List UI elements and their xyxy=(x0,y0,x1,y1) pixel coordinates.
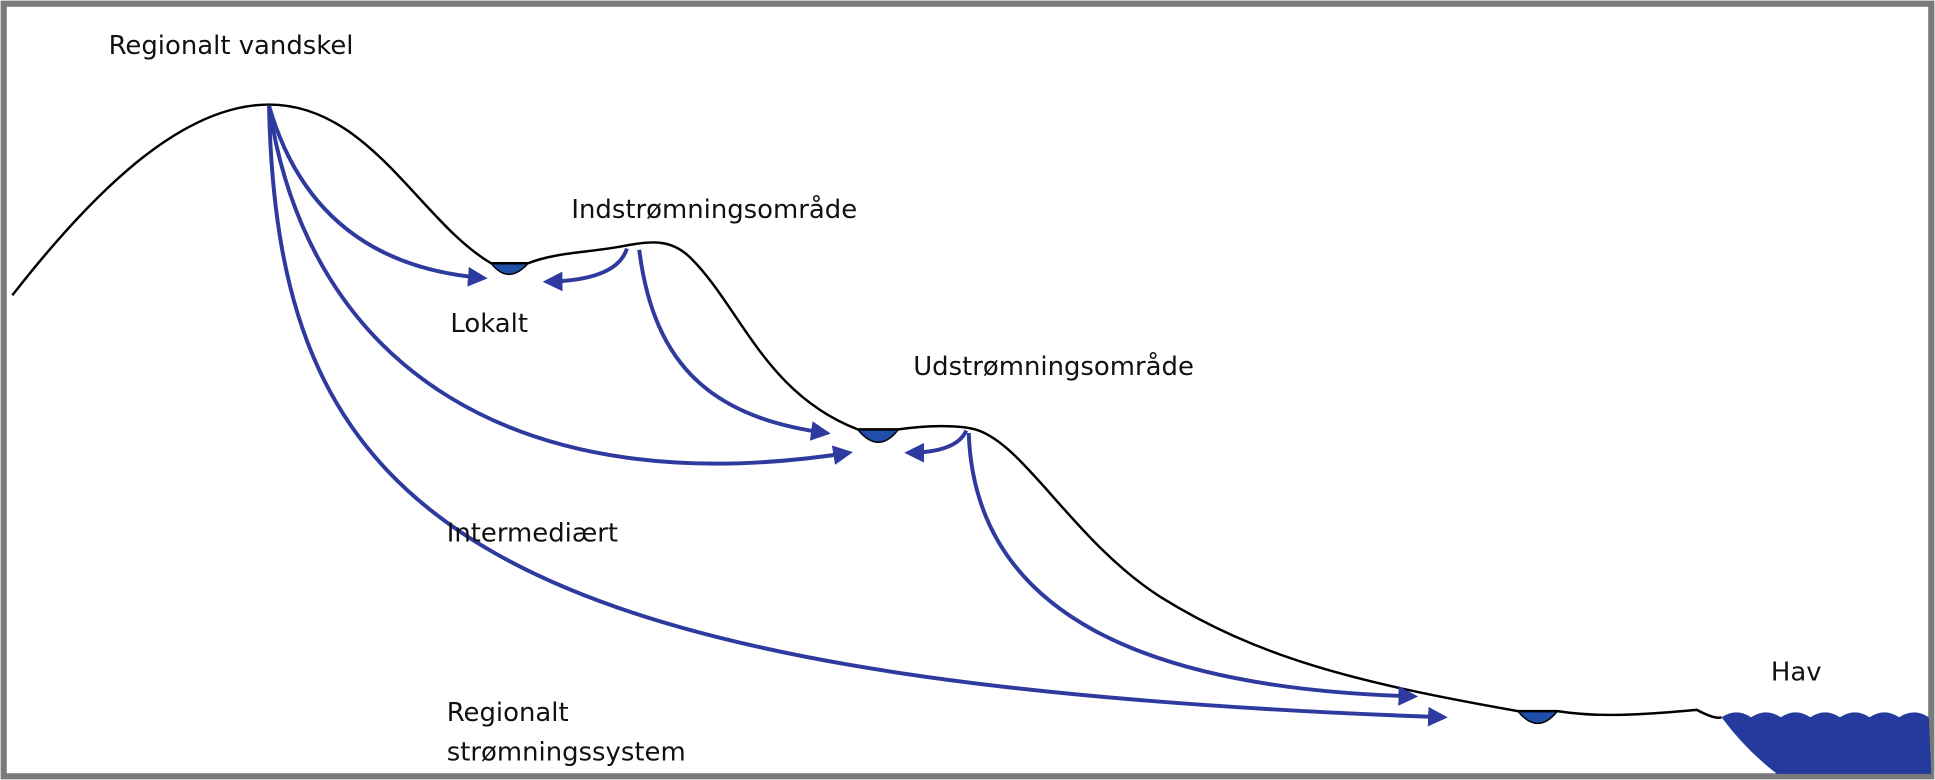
flow-arrow xyxy=(637,249,831,441)
sea xyxy=(1721,712,1932,774)
flow-arrow xyxy=(904,429,969,463)
flow-arrow xyxy=(267,105,488,287)
flow-arrow xyxy=(267,105,1448,727)
label: strømningssystem xyxy=(447,737,686,767)
flow-arrow xyxy=(542,247,629,292)
flow-arrow xyxy=(267,105,853,466)
label: Indstrømningsområde xyxy=(571,194,857,225)
label: Regionalt xyxy=(447,698,569,728)
label: Hav xyxy=(1771,657,1822,687)
flow-arrow xyxy=(966,432,1419,706)
label: Lokalt xyxy=(450,309,528,339)
label: Udstrømningsområde xyxy=(913,351,1194,382)
label: Regionalt vandskel xyxy=(109,31,354,61)
terrain xyxy=(11,103,1722,719)
label: Intermediært xyxy=(447,518,618,548)
